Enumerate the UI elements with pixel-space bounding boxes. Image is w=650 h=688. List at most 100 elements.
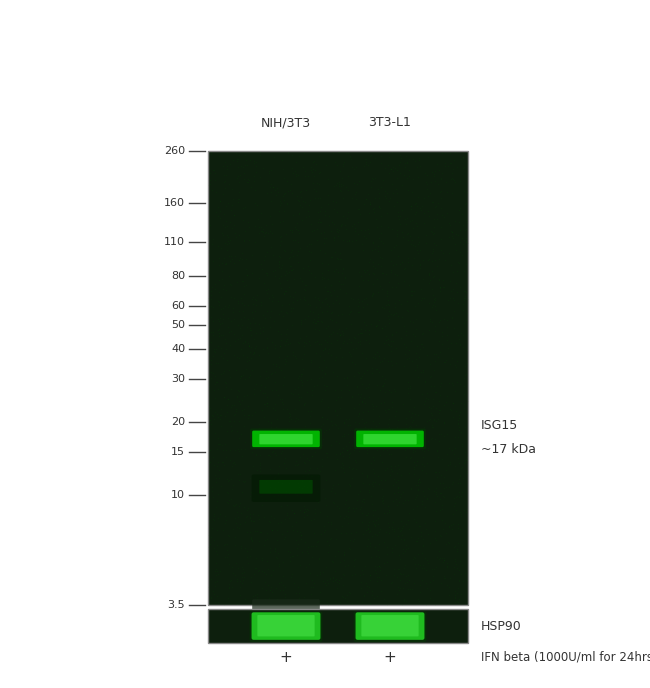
Point xyxy=(344,437,354,448)
Point xyxy=(361,416,371,427)
Point xyxy=(285,290,295,301)
Point xyxy=(383,404,393,415)
Point xyxy=(447,227,458,238)
Point xyxy=(435,347,445,358)
Point xyxy=(393,460,403,471)
Point xyxy=(333,422,343,433)
Point xyxy=(309,504,320,515)
Point xyxy=(211,343,221,354)
Point xyxy=(276,584,286,595)
Point xyxy=(330,566,340,577)
Point xyxy=(263,293,274,304)
Point xyxy=(462,217,473,228)
Point xyxy=(441,429,452,440)
Point xyxy=(295,242,306,253)
Point xyxy=(437,453,447,464)
Point xyxy=(226,291,236,302)
Point xyxy=(255,459,265,470)
Point xyxy=(236,292,246,303)
Point xyxy=(257,555,267,566)
Point xyxy=(205,457,215,468)
Point xyxy=(252,526,263,537)
Point xyxy=(363,189,373,200)
Point xyxy=(332,159,342,170)
Point xyxy=(376,235,386,246)
Point xyxy=(428,244,439,255)
Point xyxy=(346,570,357,581)
Point xyxy=(374,524,385,535)
Point xyxy=(304,475,314,486)
Point xyxy=(236,313,246,324)
Point xyxy=(410,241,420,252)
Point xyxy=(246,182,256,193)
Point xyxy=(229,314,239,325)
Point xyxy=(251,294,261,305)
Point xyxy=(259,255,270,266)
Point xyxy=(270,582,281,593)
Point xyxy=(283,546,293,557)
Point xyxy=(448,173,458,184)
Point xyxy=(376,221,386,232)
Point xyxy=(257,310,268,321)
Point xyxy=(339,428,349,439)
Point xyxy=(445,219,455,230)
Point xyxy=(402,305,412,316)
Point xyxy=(459,235,469,246)
Point xyxy=(250,449,261,460)
Point xyxy=(345,151,356,162)
Point xyxy=(206,373,216,384)
Point xyxy=(410,432,420,443)
Point xyxy=(434,395,445,406)
Point xyxy=(424,268,434,279)
Point xyxy=(449,305,460,316)
Point xyxy=(291,171,301,182)
Point xyxy=(281,266,291,277)
Point xyxy=(356,224,366,235)
Point xyxy=(339,555,349,566)
Point xyxy=(436,185,447,196)
Point xyxy=(231,391,242,402)
Point xyxy=(347,464,358,475)
Point xyxy=(389,201,399,212)
Point xyxy=(315,316,326,327)
Point xyxy=(361,445,372,456)
Point xyxy=(365,526,375,537)
Point xyxy=(344,308,354,319)
Point xyxy=(426,225,436,236)
Point xyxy=(359,422,370,433)
Point xyxy=(262,398,272,409)
Point xyxy=(404,230,415,241)
Point xyxy=(332,252,343,264)
Point xyxy=(328,327,338,338)
Point xyxy=(439,472,449,483)
Point xyxy=(387,577,397,588)
Point xyxy=(419,398,429,409)
Point xyxy=(289,594,299,605)
Point xyxy=(260,228,270,239)
Point xyxy=(452,286,462,297)
Point xyxy=(266,178,276,189)
Point xyxy=(318,575,328,586)
Point xyxy=(410,558,420,569)
Point xyxy=(399,321,410,332)
Text: 60: 60 xyxy=(171,301,185,311)
Point xyxy=(269,491,280,502)
Point xyxy=(374,561,384,572)
Point xyxy=(331,419,341,430)
Point xyxy=(347,192,358,203)
Point xyxy=(282,175,293,186)
Point xyxy=(379,303,389,314)
Point xyxy=(428,297,439,308)
Point xyxy=(368,173,378,184)
Point xyxy=(221,259,231,270)
Point xyxy=(248,349,258,360)
Point xyxy=(367,288,378,299)
Point xyxy=(384,470,395,481)
Point xyxy=(294,504,305,515)
Point xyxy=(433,197,443,208)
Point xyxy=(283,147,294,158)
Point xyxy=(228,257,239,268)
Point xyxy=(375,385,385,396)
Point xyxy=(426,166,437,178)
Point xyxy=(272,476,283,487)
